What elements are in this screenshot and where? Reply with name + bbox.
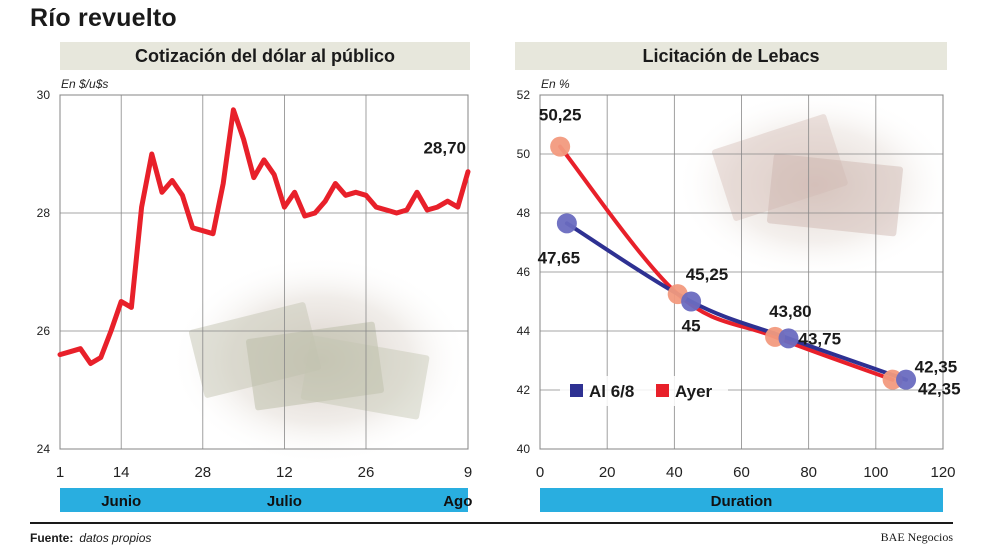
- x-tick-label: 0: [536, 464, 544, 481]
- legend-label-al68: Al 6/8: [589, 382, 634, 401]
- x-tick-label: 80: [800, 464, 817, 481]
- x-tick-label: 40: [666, 464, 683, 481]
- y-tick-label: 30: [37, 88, 51, 102]
- dollar-series-line: [57, 107, 471, 366]
- lebacs-label-ayer: 50,25: [539, 106, 582, 125]
- y-tick-label: 44: [517, 324, 531, 338]
- lebacs-point-al68: [556, 213, 577, 234]
- y-axis-unit: En %: [541, 77, 570, 91]
- y-tick-label: 26: [37, 324, 51, 338]
- x-axis-band: [540, 488, 943, 512]
- legend-swatch-ayer: [656, 384, 669, 397]
- x-tick-label: 9: [464, 464, 472, 481]
- lebacs-label-al68: 47,65: [538, 248, 581, 267]
- lebacs-point-ayer: [550, 136, 571, 157]
- lebacs-label-al68: 42,35: [918, 380, 961, 399]
- dollar-bills-photo: [170, 255, 470, 465]
- lebacs-label-al68: 43,75: [799, 329, 842, 348]
- y-tick-label: 42: [517, 383, 531, 397]
- x-axis-title: Duration: [711, 493, 773, 510]
- x-tick-label: 60: [733, 464, 750, 481]
- lebacs-label-ayer: 43,80: [769, 302, 812, 321]
- y-tick-label: 24: [37, 442, 51, 456]
- source-label: Fuente:: [30, 531, 74, 545]
- x-tick-label: 28: [194, 464, 211, 481]
- x-tick-label: 1: [56, 464, 64, 481]
- x-tick-label: 26: [358, 464, 375, 481]
- legend-swatch-al68: [570, 384, 583, 397]
- footer-rule: [30, 522, 953, 524]
- lebacs-legend: Al 6/8 Ayer: [560, 376, 728, 406]
- x-tick-label: 14: [113, 464, 130, 481]
- lebacs-chart-grid: 40 42 44 46 48 50 52 0 20 40 60 80 100 120 En % Duratio…: [517, 77, 956, 512]
- source-note: Fuente: datos propios: [30, 531, 151, 545]
- y-tick-label: 40: [517, 442, 531, 456]
- source-value: datos propios: [79, 531, 152, 545]
- month-band: [60, 488, 468, 512]
- y-tick-label: 28: [37, 206, 51, 220]
- x-tick-label: 100: [863, 464, 888, 481]
- x-tick-label: 12: [276, 464, 293, 481]
- main-title: Río revuelto: [30, 4, 177, 32]
- y-tick-label: 52: [517, 88, 531, 102]
- lebacs-label-ayer: 42,35: [915, 358, 958, 377]
- dollar-chart-title: Cotización del dólar al público: [60, 42, 470, 70]
- lebacs-label-ayer: 45,25: [686, 265, 729, 284]
- lebacs-point-al68: [778, 328, 799, 349]
- month-label: Julio: [267, 493, 302, 510]
- pesos-bills-photo: [675, 90, 955, 280]
- lebacs-point-al68: [681, 291, 702, 312]
- legend-background: [560, 376, 728, 406]
- lebacs-chart-title: Licitación de Lebacs: [515, 42, 947, 70]
- x-tick-label: 120: [930, 464, 955, 481]
- y-tick-label: 48: [517, 206, 531, 220]
- last-value-label: 28,70: [423, 139, 466, 158]
- lebacs-line-ayer: [558, 144, 895, 382]
- y-tick-label: 46: [517, 265, 531, 279]
- x-tick-label: 20: [599, 464, 616, 481]
- y-axis-unit: En $/u$s: [61, 77, 108, 91]
- month-label: Ago: [443, 493, 472, 510]
- lebacs-point-al68: [896, 369, 917, 390]
- month-label: Junio: [101, 493, 141, 510]
- y-tick-label: 50: [517, 147, 531, 161]
- lebacs-line-al68: [564, 221, 909, 382]
- brand-label: BAE Negocios: [880, 530, 953, 544]
- legend-label-ayer: Ayer: [675, 382, 713, 401]
- lebacs-label-al68: 45: [682, 317, 701, 336]
- dollar-chart-grid: 24 26 28 30 1 14 28 12 26 9 En $/u$s Junio Julio Ago: [37, 77, 472, 512]
